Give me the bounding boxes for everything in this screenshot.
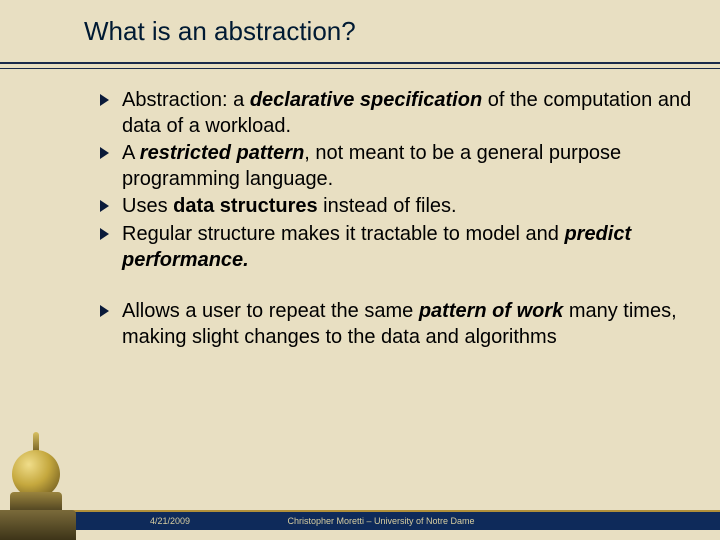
bullet-item: Allows a user to repeat the same pattern… — [104, 299, 706, 350]
bullet-item: Regular structure makes it tractable to … — [104, 222, 706, 273]
notre-dame-dome-icon — [0, 425, 96, 540]
bullet-text: Regular structure makes it tractable to … — [122, 223, 564, 245]
bullet-text: Abstraction: a — [122, 89, 250, 111]
slide-body: Abstraction: a declarative specification… — [104, 88, 706, 352]
bullet-emphasis: declarative specification — [250, 89, 482, 111]
bullet-text: Uses — [122, 195, 173, 217]
footer-credit: Christopher Moretti – University of Notr… — [287, 516, 474, 526]
bullet-text: Allows a user to repeat the same — [122, 300, 419, 322]
divider-thin — [0, 68, 720, 69]
slide-footer: 4/21/2009 Christopher Moretti – Universi… — [42, 510, 720, 530]
bullet-emphasis: pattern of work — [419, 300, 563, 322]
bullet-emphasis: data structures — [173, 195, 318, 217]
slide-title: What is an abstraction? — [84, 16, 356, 47]
bullet-text: instead of files. — [318, 195, 457, 217]
divider-thick — [0, 62, 720, 64]
slide-header: What is an abstraction? — [0, 0, 720, 68]
bullet-item: Uses data structures instead of files. — [104, 194, 706, 220]
bullet-item: A restricted pattern, not meant to be a … — [104, 141, 706, 192]
bullet-item: Abstraction: a declarative specification… — [104, 88, 706, 139]
bullet-emphasis: restricted pattern — [140, 142, 305, 164]
bullet-text: A — [122, 142, 140, 164]
footer-date: 4/21/2009 — [150, 516, 190, 526]
